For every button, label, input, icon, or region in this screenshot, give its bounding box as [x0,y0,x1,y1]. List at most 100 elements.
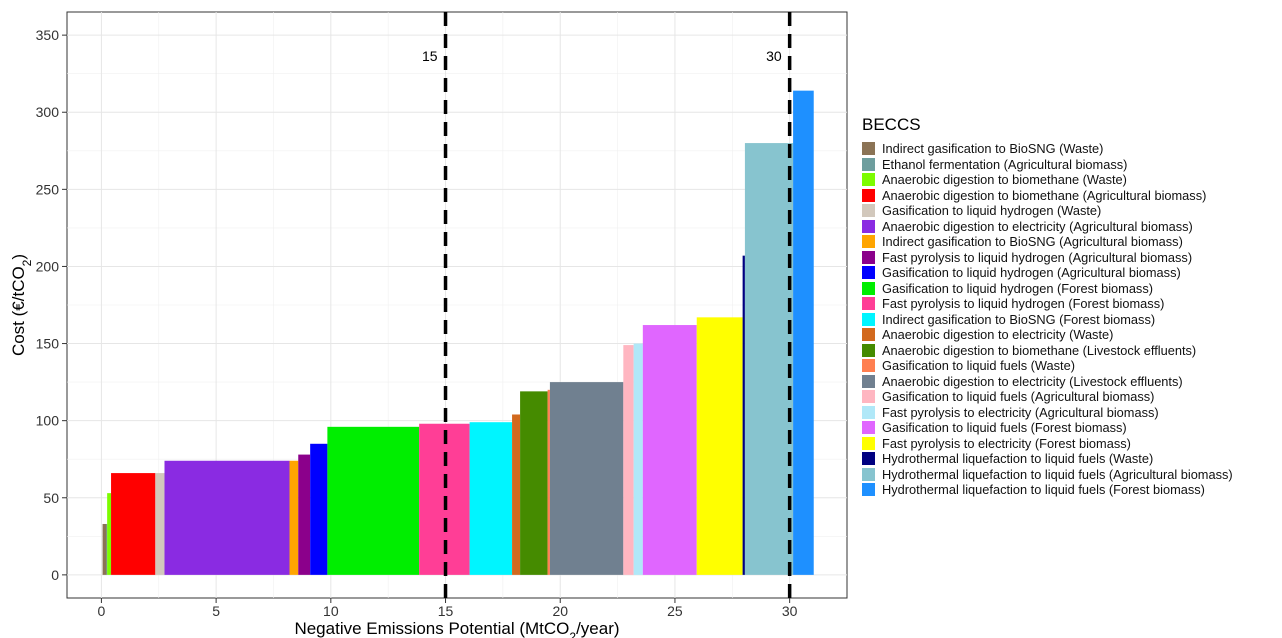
bar-gasification-to-liquid-hydrogen-waste [155,473,165,575]
bar-indirect-gasification-to-biosng-waste [102,523,107,575]
bar-anaerobic-digestion-to-biomethane-livestock-effluents [520,391,548,575]
legend-item-label: Fast pyrolysis to electricity (Agricultu… [882,404,1159,420]
legend-item-label: Fast pyrolysis to liquid hydrogen (Agric… [882,249,1193,265]
legend-color-key [862,467,875,481]
legend-item: Fast pyrolysis to electricity (Agricultu… [862,405,1233,421]
reference-line-label-30: 30 [766,48,782,64]
y-tick-label: 150 [36,336,60,352]
x-tick-label: 30 [782,603,798,619]
bar-anaerobic-digestion-to-electricity-agricultural-biomass [164,460,290,575]
y-tick-label: 350 [36,27,60,43]
y-tick-label: 250 [36,181,60,197]
bar-fast-pyrolysis-to-liquid-hydrogen-agricultural-biomass [298,454,311,575]
bar-anaerobic-digestion-to-biomethane-agricultural-biomass [111,473,156,575]
legend-item: Anaerobic digestion to electricity (Agri… [862,219,1233,235]
legend-item-label: Hydrothermal liquefaction to liquid fuel… [882,466,1233,482]
legend-color-key [862,173,875,187]
legend-color-key [862,483,875,497]
bar-indirect-gasification-to-biosng-agricultural-biomass [289,460,299,575]
bar-ethanol-fermentation-agricultural-biomass [106,523,108,575]
legend-item: Gasification to liquid fuels (Forest bio… [862,420,1233,436]
legend-item-label: Anaerobic digestion to biomethane (Lives… [882,342,1197,358]
legend-color-key [862,266,875,280]
y-axis-ticks: 0 50 100 150 200 250 300 350 [36,27,67,583]
y-tick-label: 300 [36,104,60,120]
legend-item: Gasification to liquid hydrogen (Forest … [862,281,1233,297]
legend-item: Fast pyrolysis to liquid hydrogen (Fores… [862,296,1233,312]
legend-item: Gasification to liquid fuels (Waste) [862,358,1233,374]
legend-item: Anaerobic digestion to biomethane (Agric… [862,188,1233,204]
legend-item-label: Indirect gasification to BioSNG (Forest … [882,311,1156,327]
legend-item: Hydrothermal liquefaction to liquid fuel… [862,467,1233,483]
bar-anaerobic-digestion-to-biomethane-waste [107,493,112,575]
legend-item: Gasification to liquid fuels (Agricultur… [862,389,1233,405]
x-tick-label: 20 [552,603,568,619]
legend-color-key [862,452,875,466]
legend-item: Gasification to liquid hydrogen (Agricul… [862,265,1233,281]
legend-item-label: Gasification to liquid fuels (Forest bio… [882,420,1127,436]
legend-item: Indirect gasification to BioSNG (Agricul… [862,234,1233,250]
bar-hydrothermal-liquefaction-to-liquid-fuels-forest-biomass [793,90,814,575]
legend: BECCS Indirect gasification to BioSNG (W… [862,115,1233,498]
x-tick-label: 25 [667,603,683,619]
legend-color-key [862,235,875,249]
legend-item-label: Anaerobic digestion to electricity (Wast… [882,327,1114,343]
legend-color-key [862,142,875,156]
legend-item-label: Gasification to liquid fuels (Agricultur… [882,389,1155,405]
reference-lines: 15 30 [422,12,792,598]
x-axis-label: Negative Emissions Potential (MtCO2/year… [294,619,619,638]
legend-color-key [862,219,875,233]
legend-item-label: Gasification to liquid fuels (Waste) [882,358,1075,374]
legend-color-key [862,436,875,450]
x-tick-label: 15 [438,603,454,619]
bar-gasification-to-liquid-hydrogen-agricultural-biomass [310,443,328,575]
legend-color-key [862,421,875,435]
legend-item-label: Gasification to liquid hydrogen (Agricul… [882,265,1181,281]
legend-item-label: Indirect gasification to BioSNG (Agricul… [882,234,1183,250]
legend-color-key [862,328,875,342]
legend-color-key [862,343,875,357]
legend-item: Hydrothermal liquefaction to liquid fuel… [862,482,1233,498]
y-axis-label: Cost (€/tCO2) [9,254,34,356]
x-tick-label: 0 [98,603,106,619]
y-tick-label: 200 [36,258,60,274]
legend-item: Indirect gasification to BioSNG (Waste) [862,141,1233,157]
legend-color-key [862,405,875,419]
y-tick-label: 0 [51,567,59,583]
bar-hydrothermal-liquefaction-to-liquid-fuels-waste [742,255,745,575]
bar-fast-pyrolysis-to-electricity-agricultural-biomass [633,343,643,575]
bar-anaerobic-digestion-to-electricity-waste [512,414,521,575]
x-tick-label: 5 [212,603,220,619]
legend-title: BECCS [862,115,921,134]
legend-color-key [862,250,875,264]
bar-hydrothermal-liquefaction-to-liquid-fuels-agricultural-biomass [744,143,794,575]
bar-gasification-to-liquid-fuels-waste [547,389,550,575]
bar-anaerobic-digestion-to-electricity-livestock-effluents [549,382,624,575]
legend-item-label: Anaerobic digestion to biomethane (Waste… [882,172,1127,188]
legend-item-label: Gasification to liquid hydrogen (Forest … [882,280,1153,296]
legend-items: Indirect gasification to BioSNG (Waste) E… [862,141,1233,498]
legend-item-label: Anaerobic digestion to biomethane (Agric… [882,187,1207,203]
legend-color-key [862,157,875,171]
y-tick-label: 50 [43,490,59,506]
legend-item: Fast pyrolysis to liquid hydrogen (Agric… [862,250,1233,266]
bar-gasification-to-liquid-fuels-agricultural-biomass [623,345,634,575]
legend-item: Ethanol fermentation (Agricultural bioma… [862,157,1233,173]
legend-item: Anaerobic digestion to biomethane (Waste… [862,172,1233,188]
legend-color-key [862,281,875,295]
legend-item: Anaerobic digestion to electricity (Wast… [862,327,1233,343]
legend-item-label: Ethanol fermentation (Agricultural bioma… [882,156,1128,172]
legend-item-label: Gasification to liquid hydrogen (Waste) [882,203,1102,219]
legend-item: Gasification to liquid hydrogen (Waste) [862,203,1233,219]
legend-color-key [862,188,875,202]
legend-item: Fast pyrolysis to electricity (Forest bi… [862,436,1233,452]
legend-item: Anaerobic digestion to biomethane (Lives… [862,343,1233,359]
x-axis-ticks: 0 5 10 15 20 25 30 [98,598,798,619]
legend-item-label: Hydrothermal liquefaction to liquid fuel… [882,451,1154,467]
legend-item-label: Indirect gasification to BioSNG (Waste) [882,141,1104,157]
legend-item-label: Anaerobic digestion to electricity (Agri… [882,218,1193,234]
bar-indirect-gasification-to-biosng-forest-biomass [469,422,513,575]
legend-item: Indirect gasification to BioSNG (Forest … [862,312,1233,328]
legend-item: Hydrothermal liquefaction to liquid fuel… [862,451,1233,467]
